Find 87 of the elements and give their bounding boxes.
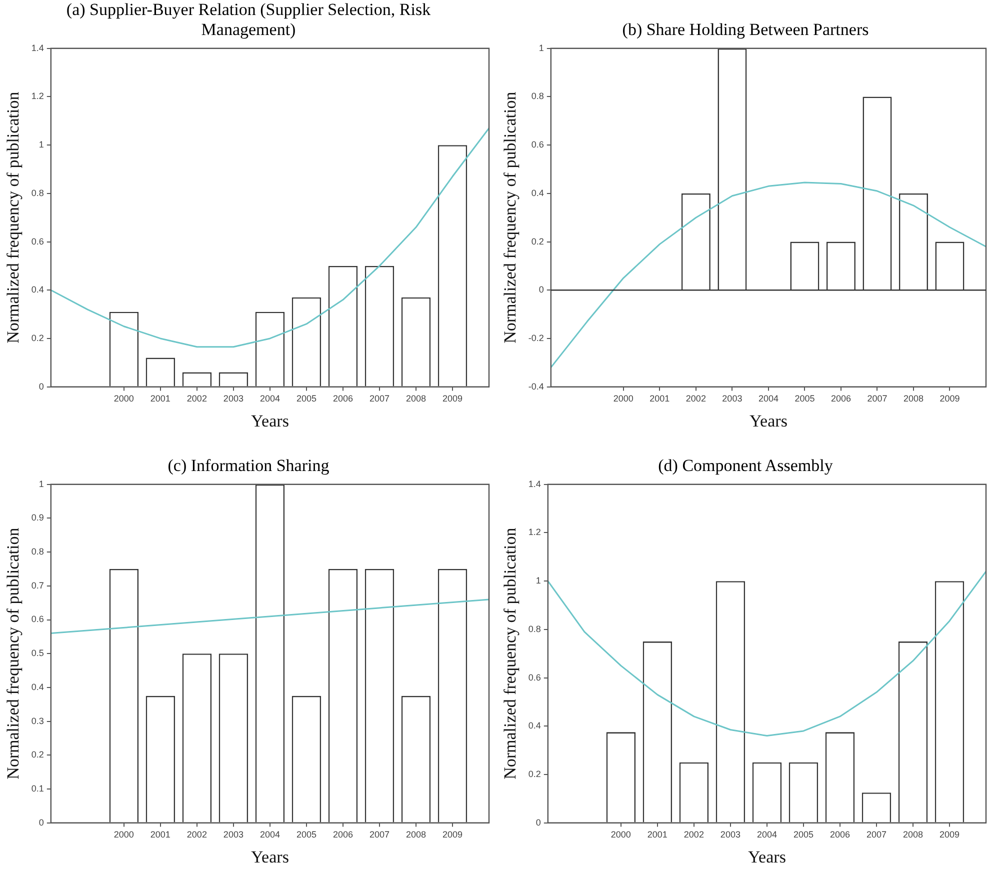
y-tick-label: 0.9 — [31, 512, 44, 523]
y-axis-title: Normalized frequency of publication — [500, 527, 520, 780]
y-tick-label: 0.5 — [31, 648, 44, 658]
y-tick-label: 0.4 — [528, 720, 541, 731]
x-tick-label: 2001 — [650, 394, 670, 404]
x-tick-label: 2008 — [406, 394, 426, 404]
x-tick-label: 2008 — [406, 830, 426, 840]
y-tick-label: 0.1 — [31, 783, 44, 794]
x-tick-label: 2007 — [866, 830, 886, 840]
x-tick-label: 2002 — [186, 394, 207, 404]
x-tick-label: 2004 — [260, 394, 280, 404]
x-tick-label: 2003 — [223, 394, 244, 404]
x-tick-label: 2009 — [939, 830, 960, 840]
y-tick-label: 0.4 — [31, 682, 44, 692]
x-tick-label: 2009 — [940, 394, 960, 404]
x-axis-title: Years — [748, 847, 786, 866]
x-tick-label: 2007 — [867, 394, 888, 404]
x-tick-label: 2004 — [756, 830, 777, 840]
x-tick-label: 2005 — [296, 830, 316, 840]
chart-title: (d) Component Assembly — [657, 455, 834, 476]
x-tick-label: 2009 — [442, 394, 463, 404]
x-tick-label: 2001 — [150, 830, 170, 840]
x-tick-label: 2003 — [720, 830, 740, 840]
x-tick-label: 2004 — [758, 394, 778, 404]
x-tick-label: 2005 — [794, 394, 815, 404]
y-tick-label: 0.2 — [31, 332, 44, 343]
y-tick-label: 0.6 — [528, 672, 541, 682]
y-tick-label: 0.3 — [31, 716, 44, 726]
y-tick-label: 0.2 — [531, 236, 544, 246]
y-tick-label: 0.2 — [528, 768, 541, 779]
x-tick-label: 2006 — [332, 394, 353, 404]
y-tick-label: 0.6 — [531, 140, 544, 150]
x-tick-label: 2000 — [114, 830, 134, 840]
y-tick-label: 0 — [536, 817, 541, 828]
x-tick-label: 2000 — [613, 394, 634, 404]
x-tick-label: 2006 — [332, 830, 353, 840]
x-tick-label: 2008 — [903, 394, 924, 404]
y-tick-label: 0.6 — [31, 236, 44, 246]
y-tick-label: 1 — [538, 42, 544, 53]
x-tick-label: 2003 — [722, 394, 742, 404]
x-tick-label: 2002 — [186, 830, 207, 840]
x-tick-label: 2008 — [902, 830, 923, 840]
x-tick-label: 2001 — [647, 830, 668, 840]
y-tick-label: -0.4 — [528, 381, 544, 392]
y-tick-label: 0 — [38, 381, 44, 392]
x-axis-title: Years — [250, 411, 289, 430]
y-tick-label: 0.8 — [31, 188, 44, 198]
x-axis-title: Years — [749, 411, 788, 430]
y-tick-label: 0.6 — [31, 614, 44, 624]
y-tick-label: 1.2 — [31, 91, 44, 102]
y-tick-label: 0.4 — [31, 284, 44, 295]
x-tick-label: 2007 — [369, 394, 390, 404]
x-tick-label: 2005 — [793, 830, 814, 840]
y-axis-title: Normalized frequency of publication — [4, 91, 23, 344]
x-tick-label: 2009 — [442, 830, 463, 840]
y-tick-label: 1 — [536, 576, 541, 586]
y-tick-label: 1.4 — [528, 478, 541, 489]
y-axis-title: Normalized frequency of publication — [500, 91, 520, 344]
y-tick-label: 0.2 — [31, 750, 44, 760]
y-tick-label: 1.4 — [31, 42, 44, 53]
y-tick-label: -0.2 — [528, 332, 544, 343]
x-tick-label: 2000 — [610, 830, 631, 840]
x-tick-label: 2000 — [114, 394, 134, 404]
x-axis-title: Years — [250, 847, 289, 866]
y-axis-title: Normalized frequency of publication — [4, 527, 23, 780]
chart-title: (a) Supplier-Buyer Relation (Supplier Selection, Risk Management) — [65, 0, 432, 40]
x-tick-label: 2007 — [369, 830, 390, 840]
y-tick-label: 1 — [38, 140, 44, 150]
x-tick-label: 2001 — [150, 394, 170, 404]
y-tick-label: 1.2 — [528, 527, 541, 538]
y-tick-label: 0.8 — [528, 624, 541, 634]
x-tick-label: 2005 — [296, 394, 316, 404]
y-tick-label: 0 — [538, 284, 544, 295]
y-tick-label: 0.8 — [31, 546, 44, 557]
x-tick-label: 2002 — [684, 830, 704, 840]
x-tick-label: 2004 — [260, 830, 280, 840]
y-tick-label: 1 — [38, 478, 44, 489]
x-tick-label: 2006 — [830, 830, 850, 840]
y-tick-label: 0.7 — [31, 580, 44, 590]
chart-title: (c) Information Sharing — [166, 455, 330, 476]
chart-title: (b) Share Holding Between Partners — [621, 19, 870, 40]
x-tick-label: 2006 — [830, 394, 851, 404]
y-tick-label: 0 — [38, 817, 44, 828]
y-tick-label: 0.8 — [531, 91, 544, 102]
x-tick-label: 2002 — [686, 394, 706, 404]
y-tick-label: 0.4 — [531, 188, 544, 198]
x-tick-label: 2003 — [223, 830, 244, 840]
